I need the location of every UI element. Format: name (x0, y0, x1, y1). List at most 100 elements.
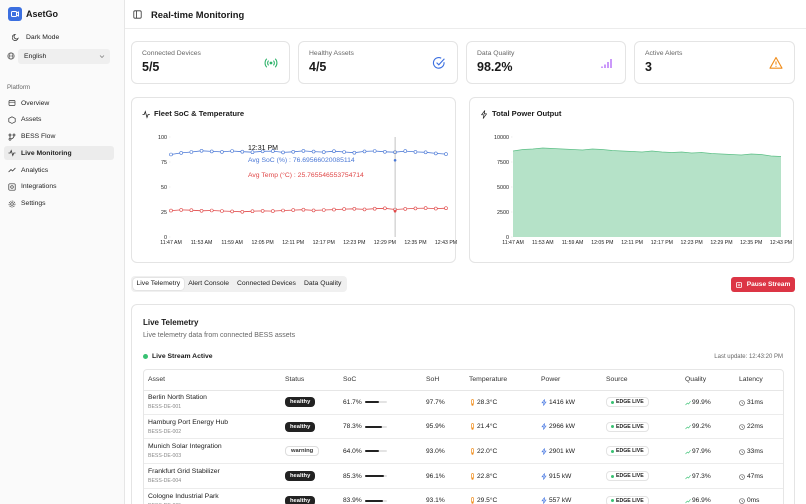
tab[interactable]: Connected Devices (237, 280, 296, 287)
point (311, 208, 316, 213)
point (403, 149, 408, 153)
stat-card: Healthy Assets 4/5 (298, 41, 458, 84)
chart-icon (481, 110, 487, 119)
y-tick-label: 25 (161, 210, 167, 216)
y-tick-label: 10000 (494, 135, 509, 141)
nav-item[interactable]: Overview (4, 96, 114, 110)
sidebar-toggle[interactable] (133, 10, 142, 19)
nav-label: BESS Flow (21, 133, 56, 140)
asset-id: BESS-DE-005 (148, 503, 181, 504)
chart-card: Fleet SoC & Temperature 0 25 50 75 100 11:47 A… (131, 97, 457, 263)
header-divider (144, 390, 783, 391)
point (179, 151, 183, 155)
asset-name: Berlin North Station (148, 394, 207, 401)
nav-label: Assets (21, 116, 42, 124)
tab[interactable]: Alert Console (188, 280, 230, 287)
area-line (512, 147, 782, 157)
stat-icon (432, 57, 445, 69)
point (423, 150, 428, 155)
live-dot (143, 354, 148, 359)
language-select[interactable]: English (18, 49, 110, 64)
source-badge: EDGE LIVE (606, 471, 649, 482)
source-badge: EDGE LIVE (606, 446, 649, 457)
pause-button[interactable]: Pause Stream (731, 277, 795, 292)
chart: 0 2500 5000 7500 10000 11:47 AM 11:53 AM 11:59 … (494, 135, 792, 246)
source-label: EDGE LIVE (616, 423, 644, 430)
point (383, 149, 387, 154)
point (281, 208, 285, 213)
x-tick-label: 12:17 PM (313, 240, 335, 246)
point (271, 209, 275, 213)
power-value: 2901 kW (549, 447, 576, 455)
source-badge: EDGE LIVE (606, 495, 649, 504)
latency-value: 33ms (747, 447, 764, 455)
point (260, 209, 265, 213)
point (372, 206, 377, 211)
nav-item[interactable]: BESS Flow (4, 130, 114, 144)
chart-card: Total Power Output 0 2500 5000 7500 10000 11:4… (469, 97, 794, 263)
tooltip-entry: Avg Temp (°C) : 25.765546553754714 (248, 171, 364, 179)
nav-icon (8, 100, 16, 106)
y-tick-label: 100 (158, 135, 167, 141)
stat-value: 98.2% (477, 60, 513, 74)
point (291, 149, 296, 154)
table-row: Munich Solar Integration BESS-DE-003 warni… (144, 439, 783, 465)
brand-name: AsetGo (26, 9, 59, 19)
moon-icon (12, 34, 19, 41)
source-dot (610, 474, 614, 478)
tooltip-point (393, 209, 397, 213)
point (281, 150, 285, 155)
quality-icon (685, 449, 691, 455)
chart-title: Fleet SoC & Temperature (154, 109, 245, 118)
x-tick-label: 12:35 PM (404, 240, 426, 246)
tab[interactable]: Data Quality (303, 280, 342, 287)
nav-item[interactable]: Live Monitoring (4, 146, 114, 161)
point (434, 206, 438, 211)
point (230, 149, 234, 153)
nav-item[interactable]: Integrations (4, 180, 114, 194)
status-badge: healthy (285, 421, 316, 432)
asset-id: BESS-DE-001 (148, 404, 182, 410)
nav-item[interactable]: Analytics (4, 163, 114, 177)
temp-icon (471, 472, 474, 480)
chart-title: Total Power Output (492, 109, 562, 118)
column-header: Source (606, 376, 628, 383)
source-label: EDGE LIVE (616, 399, 644, 405)
column-header: SoC (343, 376, 357, 383)
tab[interactable]: Live Telemetry (133, 278, 184, 290)
y-tick-label: 7500 (497, 160, 509, 166)
power-value: 915 kW (549, 472, 572, 480)
power-icon (541, 448, 547, 455)
point (383, 206, 387, 211)
table-row: Cologne Industrial Park BESS-DE-005 health… (144, 489, 783, 504)
tooltip-entry: Avg SoC (%) : 76.69566020085114 (248, 157, 355, 164)
nav-label: Live Monitoring (21, 149, 72, 157)
column-header: Quality (685, 376, 707, 383)
point (230, 209, 234, 214)
theme-toggle[interactable]: Dark Mode (4, 30, 114, 44)
pause-icon (735, 281, 742, 288)
point (169, 208, 173, 213)
language-label: English (24, 53, 47, 60)
temperature-value: 22.8°C (477, 472, 498, 480)
temperature-value: 21.4°C (477, 423, 498, 431)
status-badge: healthy (285, 495, 316, 504)
globe-icon (7, 52, 15, 60)
power-value: 557 kW (549, 497, 572, 504)
x-tick-label: 12:29 PM (710, 240, 732, 246)
nav-item[interactable]: Assets (4, 113, 114, 127)
y-tick-label: 0 (164, 235, 167, 241)
x-tick-label: 12:43 PM (435, 240, 457, 246)
stat-label: Active Alerts (645, 50, 683, 57)
nav-label: Analytics (21, 166, 49, 174)
nav-item[interactable]: Settings (4, 197, 114, 211)
point (169, 152, 173, 157)
x-tick-label: 11:47 AM (502, 240, 524, 246)
point (220, 150, 224, 154)
point (352, 207, 357, 211)
x-tick-label: 12:05 PM (591, 240, 613, 246)
pause-label: Pause Stream (746, 281, 791, 288)
soc-bar (365, 425, 383, 428)
y-tick-label: 5000 (497, 185, 509, 191)
soh-value: 93.1% (426, 497, 445, 504)
